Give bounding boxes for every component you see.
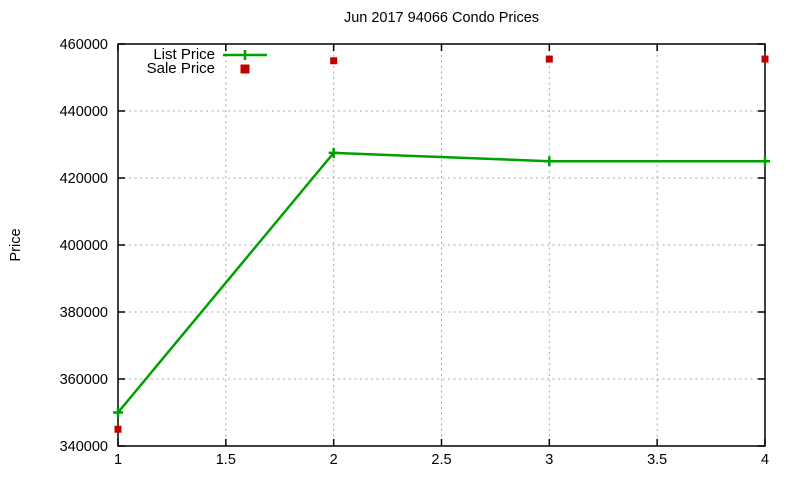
y-tick-label: 460000 <box>60 37 108 53</box>
y-tick-label: 340000 <box>60 439 108 455</box>
x-tick-label: 2 <box>330 452 338 468</box>
x-tick-label: 3 <box>545 452 553 468</box>
square-marker-icon <box>240 64 250 74</box>
x-tick-label: 2.5 <box>431 452 451 468</box>
legend-label-sale-price: Sale Price <box>146 60 215 77</box>
x-tick-label: 4 <box>761 452 769 468</box>
square-marker <box>761 55 769 63</box>
legend-label-list-price: List Price <box>153 46 215 63</box>
x-tick-label: 1.5 <box>216 452 236 468</box>
x-tick-label: 1 <box>114 452 122 468</box>
chart-title: Jun 2017 94066 Condo Prices <box>343 10 540 26</box>
y-tick-label: 440000 <box>60 104 108 120</box>
list-price-line <box>117 151 765 414</box>
square-marker <box>330 57 338 65</box>
y-tick-label: 360000 <box>60 372 108 388</box>
y-tick-label: 420000 <box>60 171 108 187</box>
legend-item-sale-price: Sale Price <box>135 60 267 77</box>
x-tick-label: 3.5 <box>647 452 667 468</box>
line-with-plus-marker-icon <box>223 50 267 60</box>
y-tick-label: 380000 <box>60 305 108 321</box>
y-tick-label: 400000 <box>60 238 108 254</box>
square-marker <box>114 425 122 433</box>
legend: List Price Sale Price <box>135 46 267 77</box>
square-marker <box>545 55 553 63</box>
legend-item-list-price: List Price <box>135 46 267 63</box>
